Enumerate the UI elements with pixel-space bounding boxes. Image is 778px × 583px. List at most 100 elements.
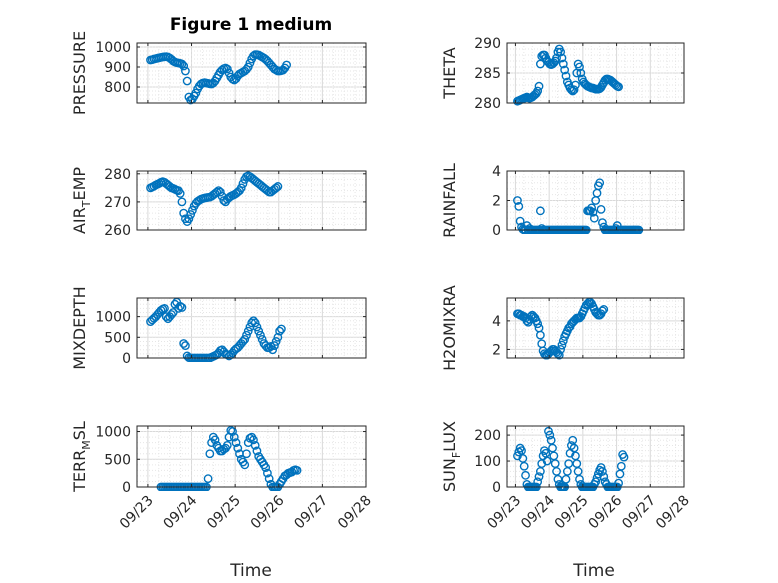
- y-axis-label: THETA: [440, 47, 459, 99]
- data-point: [533, 319, 543, 329]
- data-point: [587, 203, 597, 213]
- data-point: [566, 441, 576, 450]
- data-point: [231, 438, 241, 448]
- data-point: [250, 441, 260, 450]
- axes-background: [137, 298, 366, 358]
- data-point: [564, 323, 574, 333]
- x-axis-label-left: Time: [229, 561, 272, 581]
- data-point: [521, 470, 530, 480]
- data-point: [575, 62, 584, 72]
- y-axis-label: RAINFALL: [440, 163, 459, 238]
- data-point: [181, 66, 190, 76]
- data-point: [598, 467, 607, 476]
- y-axis-label: MIXDEPTH: [70, 286, 89, 369]
- marker-series: [146, 171, 283, 226]
- data-point: [240, 460, 250, 470]
- y-tick-label: 290: [474, 36, 501, 52]
- data-point: [595, 178, 605, 188]
- data-point: [534, 81, 544, 91]
- y-tick-label: 2: [492, 342, 501, 358]
- axes-box: [136, 42, 367, 104]
- y-axis-label: H2OMIXRA: [440, 285, 459, 371]
- data-point: [556, 345, 566, 354]
- data-point: [533, 477, 543, 487]
- data-point: [558, 59, 568, 69]
- data-point: [264, 474, 274, 484]
- data-point: [179, 61, 189, 71]
- data-point: [212, 187, 222, 197]
- data-point: [549, 58, 559, 68]
- data-point: [292, 465, 302, 475]
- y-tick-label: 0: [492, 480, 501, 496]
- data-point: [269, 341, 279, 350]
- data-point: [256, 330, 265, 340]
- data-point: [589, 213, 599, 223]
- data-point: [560, 65, 570, 75]
- data-point: [174, 303, 183, 313]
- data-point: [542, 456, 552, 466]
- data-point: [554, 350, 564, 360]
- data-point: [553, 349, 563, 359]
- data-point: [243, 62, 253, 72]
- data-point: [179, 339, 189, 348]
- data-point: [247, 318, 257, 328]
- y-tick-label: 280: [104, 167, 131, 183]
- data-point: [233, 443, 243, 453]
- data-point: [527, 310, 537, 320]
- data-point: [588, 207, 598, 217]
- data-point: [245, 58, 255, 68]
- data-point: [242, 330, 251, 340]
- data-point: [273, 182, 283, 191]
- y-tick-label: 100: [474, 454, 501, 470]
- marker-series: [146, 50, 292, 105]
- data-point: [167, 310, 176, 319]
- subplot-h2omixra: 2 4 H2OMIXRA: [440, 285, 685, 371]
- data-point: [598, 218, 607, 228]
- data-point: [191, 88, 201, 98]
- figure-title: Figure 1 medium: [170, 15, 332, 35]
- data-point: [569, 85, 579, 95]
- data-point: [242, 65, 251, 74]
- data-point: [238, 179, 248, 189]
- y-tick-label: 200: [474, 428, 501, 444]
- axes-background: [137, 43, 366, 103]
- data-point: [599, 305, 609, 314]
- data-point: [186, 210, 196, 219]
- data-point: [556, 47, 566, 57]
- data-point: [222, 64, 232, 74]
- subplot-theta: 280 285 290 THETA: [440, 36, 685, 112]
- data-point: [243, 326, 253, 336]
- data-point: [275, 326, 285, 336]
- data-point: [203, 474, 213, 484]
- data-point: [177, 197, 187, 207]
- y-tick-label: 800: [104, 80, 131, 96]
- y-tick-label: 900: [104, 60, 131, 76]
- data-point: [519, 461, 529, 471]
- y-tick-label: 4: [492, 164, 501, 180]
- data-point: [252, 322, 262, 332]
- y-tick-label: 285: [474, 66, 501, 82]
- data-point: [533, 86, 543, 96]
- data-point: [576, 68, 586, 78]
- data-point: [210, 435, 220, 445]
- data-point: [249, 435, 258, 445]
- data-point: [184, 214, 194, 224]
- subplot-pressure: 800 900 1000 PRESSURE: [70, 31, 367, 115]
- data-point: [215, 187, 225, 197]
- data-point: [282, 60, 292, 70]
- data-point: [619, 452, 629, 462]
- data-point: [575, 313, 584, 323]
- data-point: [514, 201, 524, 211]
- y-tick-label: 280: [474, 96, 501, 112]
- data-point: [557, 53, 567, 63]
- data-point: [614, 82, 623, 92]
- y-tick-label: 1000: [95, 425, 131, 441]
- y-tick-label: 0: [122, 480, 131, 496]
- data-point: [545, 430, 555, 440]
- data-point: [236, 183, 246, 193]
- data-point: [271, 337, 281, 346]
- data-point: [263, 468, 272, 478]
- y-tick-label: 2: [492, 194, 501, 210]
- data-point: [273, 332, 283, 342]
